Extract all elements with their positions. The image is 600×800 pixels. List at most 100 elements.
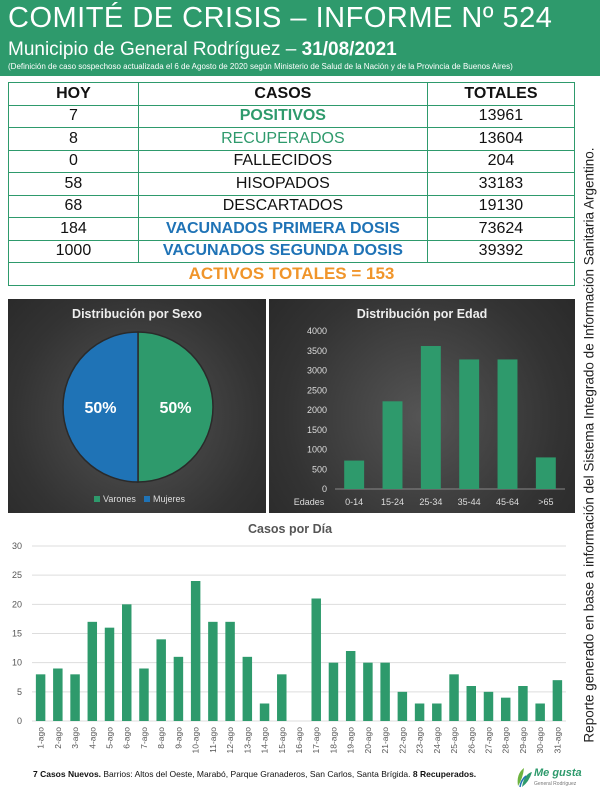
x-tick-label: 15-24 bbox=[381, 497, 404, 507]
day-bar bbox=[311, 598, 321, 721]
y-tick-label: 4000 bbox=[307, 326, 327, 336]
footer-new-cases: 7 Casos Nuevos. bbox=[33, 769, 102, 779]
y-tick-label: 3500 bbox=[307, 346, 327, 356]
x-tick-label: 25-ago bbox=[449, 727, 459, 754]
age-distribution-panel: Distribución por Edad 0 500 1000 1500 2000 25… bbox=[269, 299, 575, 513]
totales-cell: 204 bbox=[426, 149, 576, 173]
casos-cell: VACUNADOS SEGUNDA DOSIS bbox=[137, 239, 428, 263]
casos-cell: FALLECIDOS bbox=[137, 149, 428, 173]
day-bar bbox=[242, 656, 253, 721]
hoy-cell: 1000 bbox=[8, 239, 139, 263]
casos-cell: POSITIVOS bbox=[137, 104, 428, 128]
footer-recovered: 8 Recuperados. bbox=[412, 769, 477, 779]
day-bar bbox=[87, 621, 98, 721]
x-tick-label: 15-ago bbox=[277, 727, 287, 754]
x-tick-label: 31-ago bbox=[552, 727, 562, 754]
definition-note: (Definición de caso sospechoso actualiza… bbox=[8, 62, 513, 71]
day-bar bbox=[483, 691, 494, 721]
table-row: 8 RECUPERADOS 13604 bbox=[8, 127, 576, 151]
daily-chart-title: Casos por Día bbox=[248, 522, 333, 536]
casos-cell: DESCARTADOS bbox=[137, 194, 428, 218]
age-chart-title: Distribución por Edad bbox=[356, 307, 488, 321]
day-bar bbox=[518, 686, 528, 721]
hoy-cell: 184 bbox=[8, 217, 139, 241]
x-tick-label: 11-ago bbox=[208, 727, 218, 753]
pie-slice-varones bbox=[137, 331, 214, 483]
legend-swatch bbox=[144, 496, 150, 502]
x-tick-label: 23-ago bbox=[415, 727, 425, 754]
pie-slice-mujeres bbox=[62, 331, 139, 483]
day-bar bbox=[225, 621, 235, 721]
legend-label: Varones bbox=[103, 494, 136, 504]
x-tick-label: 21-ago bbox=[380, 727, 390, 754]
logo-text: Me gusta bbox=[534, 767, 582, 779]
table-row: 1000 VACUNADOS SEGUNDA DOSIS 39392 bbox=[8, 239, 576, 263]
day-bar bbox=[380, 662, 390, 721]
sex-chart-title: Distribución por Sexo bbox=[72, 307, 202, 321]
day-bar bbox=[156, 639, 166, 721]
y-tick-label: 0 bbox=[322, 484, 327, 494]
day-bar bbox=[70, 674, 80, 721]
age-bar bbox=[497, 359, 518, 489]
table-row: 68 DESCARTADOS 19130 bbox=[8, 194, 576, 218]
y-tick-label: 3000 bbox=[307, 366, 327, 376]
x-tick-label: 24-ago bbox=[432, 727, 442, 754]
x-tick-label: 0-14 bbox=[345, 497, 363, 507]
age-bar bbox=[344, 460, 365, 489]
x-tick-label: 8-ago bbox=[156, 727, 166, 749]
activos-totales: ACTIVOS TOTALES = 153 bbox=[8, 262, 575, 286]
source-note: Reporte generado en base a información d… bbox=[580, 125, 598, 765]
day-bar bbox=[173, 656, 184, 721]
x-tick-label: 14-ago bbox=[260, 727, 270, 754]
casos-cell: VACUNADOS PRIMERA DOSIS bbox=[137, 217, 428, 241]
x-tick-label: 3-ago bbox=[70, 727, 80, 749]
day-bar bbox=[552, 680, 563, 721]
totales-cell: 13961 bbox=[426, 104, 576, 128]
x-tick-label: 12-ago bbox=[225, 727, 235, 754]
x-tick-label: 4-ago bbox=[87, 727, 97, 749]
totales-cell: 19130 bbox=[426, 194, 576, 218]
header-totales: TOTALES bbox=[426, 82, 576, 106]
x-tick-label: 5-ago bbox=[105, 727, 115, 749]
y-tick-label: 1000 bbox=[307, 445, 327, 455]
day-bar bbox=[535, 703, 545, 721]
casos-cell: HISOPADOS bbox=[137, 172, 428, 196]
totales-cell: 39392 bbox=[426, 239, 576, 263]
day-bar bbox=[259, 703, 270, 721]
footer-neighborhoods: Barrios: Altos del Oeste, Marabó, Parque… bbox=[101, 769, 413, 779]
hoy-cell: 7 bbox=[8, 104, 139, 128]
x-tick-label: 13-ago bbox=[242, 727, 252, 754]
x-tick-label: 16-ago bbox=[294, 727, 304, 754]
activos-row: ACTIVOS TOTALES = 153 bbox=[8, 262, 575, 286]
header-casos: CASOS bbox=[137, 82, 428, 106]
sex-distribution-panel: Distribución por Sexo 50% 50% Varones Mujer… bbox=[8, 299, 266, 513]
report-header: COMITÉ DE CRISIS – INFORME Nº 524 Munici… bbox=[0, 0, 600, 76]
hoy-cell: 0 bbox=[8, 149, 139, 173]
x-tick-label: 28-ago bbox=[501, 727, 511, 754]
report-subtitle: Municipio de General Rodríguez – 31/08/2… bbox=[8, 39, 397, 61]
header-hoy: HOY bbox=[8, 82, 139, 106]
day-bar bbox=[449, 674, 459, 721]
x-tick-label: 9-ago bbox=[173, 727, 183, 749]
table-row: 58 HISOPADOS 33183 bbox=[8, 172, 576, 196]
day-bar bbox=[190, 581, 201, 721]
y-tick-label: 5 bbox=[17, 687, 22, 697]
totales-cell: 73624 bbox=[426, 217, 576, 241]
day-bar bbox=[277, 674, 287, 721]
day-bar bbox=[122, 604, 132, 721]
age-bar bbox=[535, 457, 556, 489]
x-tick-label: 10-ago bbox=[191, 727, 201, 754]
source-note-text: Reporte generado en base a información d… bbox=[581, 147, 597, 743]
age-bar bbox=[459, 359, 480, 489]
x-tick-label: 26-ago bbox=[466, 727, 476, 754]
y-tick-label: 20 bbox=[12, 599, 22, 609]
totales-cell: 33183 bbox=[426, 172, 576, 196]
logo-subtext: General Rodríguez bbox=[534, 781, 577, 787]
sex-pie-chart: 50% 50% Varones Mujeres bbox=[62, 331, 214, 504]
day-bar bbox=[208, 621, 218, 721]
day-bar bbox=[466, 686, 476, 721]
x-tick-label: 30-ago bbox=[535, 727, 545, 754]
table-row: 184 VACUNADOS PRIMERA DOSIS 73624 bbox=[8, 217, 576, 241]
x-tick-label: 1-ago bbox=[36, 727, 46, 749]
day-bar bbox=[53, 668, 63, 721]
